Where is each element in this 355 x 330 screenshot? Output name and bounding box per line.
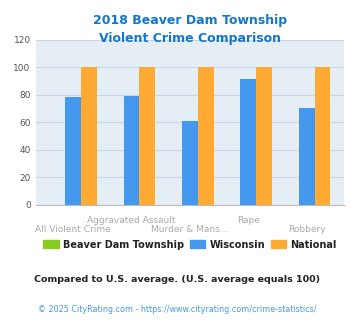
Bar <box>198 67 214 205</box>
Text: Compared to U.S. average. (U.S. average equals 100): Compared to U.S. average. (U.S. average … <box>34 275 321 284</box>
Bar <box>65 97 81 205</box>
Bar <box>81 67 97 205</box>
Text: All Violent Crime: All Violent Crime <box>35 225 111 234</box>
Text: © 2025 CityRating.com - https://www.cityrating.com/crime-statistics/: © 2025 CityRating.com - https://www.city… <box>38 305 317 314</box>
Text: Aggravated Assault: Aggravated Assault <box>87 215 176 225</box>
Text: Rape: Rape <box>237 215 260 225</box>
Legend: Beaver Dam Township, Wisconsin, National: Beaver Dam Township, Wisconsin, National <box>39 236 340 254</box>
Bar <box>182 121 198 205</box>
Bar <box>140 67 155 205</box>
Text: Robbery: Robbery <box>288 225 326 234</box>
Bar <box>124 96 140 205</box>
Bar <box>299 108 315 205</box>
Bar <box>256 67 272 205</box>
Bar <box>315 67 330 205</box>
Bar <box>240 80 256 205</box>
Text: Murder & Mans...: Murder & Mans... <box>151 225 229 234</box>
Text: 2018 Beaver Dam Township
Violent Crime Comparison: 2018 Beaver Dam Township Violent Crime C… <box>93 14 287 45</box>
